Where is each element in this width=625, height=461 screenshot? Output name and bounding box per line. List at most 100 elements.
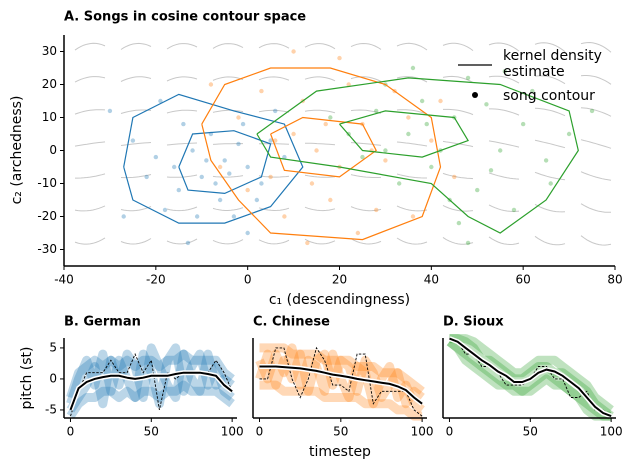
point [452,174,457,180]
x-tick-label: 50 [523,425,538,439]
density-contour [270,116,377,178]
background-glyph [166,238,198,245]
mean-line [449,337,612,418]
point [566,131,572,137]
density-contour [201,67,442,241]
background-glyph [258,239,290,245]
background-glyph [350,238,382,245]
background-glyph [396,76,428,83]
point [429,164,434,170]
point [217,197,223,203]
background-glyph [304,142,336,146]
background-glyph [350,109,382,114]
point [245,187,250,193]
background-glyph [166,206,198,212]
background-glyph [580,203,611,213]
point [323,121,328,127]
trace-line [66,380,235,419]
density-contour [123,93,304,224]
x-tick-label: 80 [607,273,622,287]
point [213,181,218,186]
x-tick-label: 100 [411,425,434,439]
background-glyph [212,175,244,178]
background-glyph [304,206,336,212]
background-glyph [74,237,106,245]
background-glyph [304,43,336,50]
background-glyph [350,174,382,178]
point [227,171,232,176]
y-tick-label: 0 [49,371,57,385]
point [488,168,494,173]
y-axis-label: c₂ (archedness) [9,96,25,205]
point [259,88,264,94]
background-glyph [212,207,244,211]
point [465,240,471,246]
point [355,230,361,236]
background-glyph [350,42,382,50]
trace-line [66,349,235,399]
background-glyph [534,139,566,149]
x-tick-label: 0 [67,425,75,439]
density-contour [178,130,272,195]
x-axis-label: c₁ (descendingness) [269,292,410,308]
trace-line [259,380,423,421]
background-glyph [212,239,244,245]
background-glyph [258,175,290,178]
point [194,214,200,219]
background-glyph [120,76,152,82]
x-tick-label: 0 [256,425,264,439]
point [231,214,237,219]
point [337,55,342,61]
background-glyph [396,205,428,212]
background-glyph [580,235,612,246]
point [162,207,168,213]
background-glyph [396,109,428,115]
point [185,240,191,246]
point [543,158,549,163]
background-glyph [304,238,336,245]
background-glyph [304,76,336,82]
mean-line [69,371,233,411]
background-glyph [489,108,520,116]
background-glyph [120,42,152,50]
background-glyph [75,173,106,179]
y-tick-label: 0 [49,143,57,157]
background-glyph [120,142,152,146]
point [291,131,296,137]
point [254,197,260,203]
point [456,220,462,226]
point [314,148,319,153]
point [181,121,186,127]
point [204,158,209,163]
background-glyph [534,42,566,53]
point [424,121,429,127]
x-tick-label: 100 [221,425,244,439]
background-glyph [488,204,520,213]
background-glyph [442,42,474,52]
background-glyph [166,76,198,82]
point [383,158,388,163]
y-tick-label: -5 [45,402,57,416]
point [268,174,273,180]
point [240,121,246,127]
density-contour [256,77,579,234]
point [511,207,517,213]
background-glyph [74,76,106,83]
mean-line [259,365,423,405]
x-tick-label: -20 [146,273,166,287]
x-tick-label: 0 [244,273,252,287]
background-glyph [442,236,474,245]
point [548,181,553,186]
point [121,214,126,219]
background-glyph [120,206,152,212]
panel-title: A. Songs in cosine contour space [64,10,306,25]
background-glyph [396,141,428,147]
point [383,148,388,153]
point [465,75,471,81]
x-tick-label: 50 [333,425,348,439]
background-glyph [488,140,520,148]
point [158,98,163,104]
point [374,207,379,213]
example-line [259,346,423,417]
point [520,121,526,127]
